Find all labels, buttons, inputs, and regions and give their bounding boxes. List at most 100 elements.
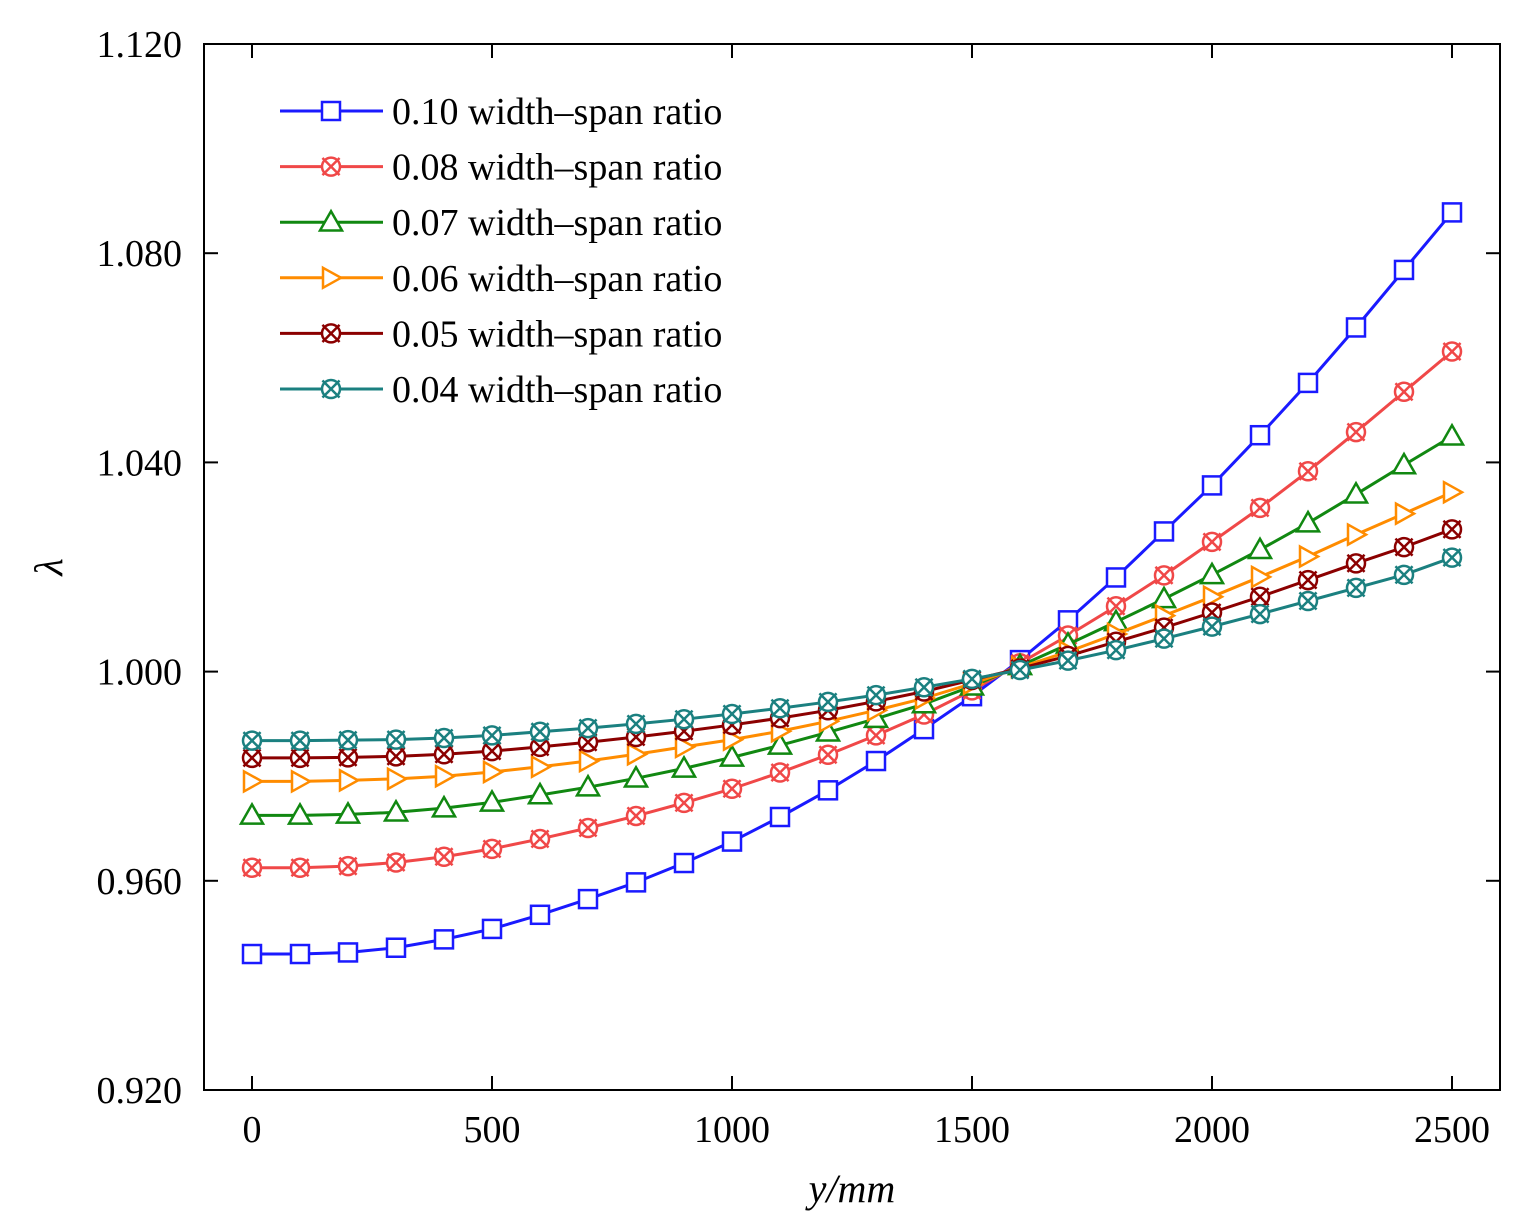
data-point [1393,564,1415,586]
data-point [1297,372,1319,394]
data-point [1150,585,1178,609]
data-point [1441,547,1463,568]
data-point-cross-b [818,692,838,712]
data-point [1202,584,1225,609]
data-point-shape [1294,509,1322,533]
data-point-cross-b [914,677,934,697]
data-point [1153,521,1175,542]
data-point [529,904,551,926]
data-point-shape [242,769,265,794]
data-point-shape [625,872,647,893]
data-point-shape [430,794,458,818]
data-point [1153,565,1175,586]
data-point-shape [334,800,362,824]
data-point [530,754,553,779]
data-point-cross-b [434,728,454,748]
y-tick-label: 1.120 [97,24,183,66]
data-point [674,734,697,760]
data-point-shape [338,768,361,793]
data-point-shape [286,801,314,825]
legend-item-2: 0.07 width–span ratio [280,202,722,244]
data-point-shape [674,734,697,760]
data-point-cross-b [386,730,406,750]
data-point [1438,422,1466,446]
legend-marker [320,100,342,122]
legend-marker [320,156,342,177]
data-point [241,730,263,751]
data-point [430,794,458,818]
data-point [577,888,599,910]
x-axis-title: y/mm [805,1166,896,1211]
data-point-cross-b [1442,342,1462,361]
data-point [478,788,506,812]
legend-item-0: 0.10 width–span ratio [280,91,722,133]
series-line [252,556,1453,743]
data-point [865,684,887,706]
data-point-cross-b [818,745,838,765]
data-point-shape [1249,424,1271,446]
data-point [625,872,647,893]
data-point [242,769,265,794]
data-point-cross-b [242,731,262,751]
data-point-shape [622,764,650,788]
data-point-shape [718,743,746,767]
data-point-cross-b [386,853,406,872]
data-point-cross-b [1250,498,1270,518]
data-point [1297,569,1319,591]
data-point-cross-b [482,741,502,761]
data-point [817,780,839,801]
legend-marker-shape [321,265,344,290]
data-point-shape [578,748,601,774]
data-point [386,766,409,791]
data-point [1294,509,1322,533]
data-point-shape [1150,585,1178,609]
legend-marker-cross-b [321,379,341,399]
data-point-shape [1198,561,1226,585]
data-point-shape [817,780,839,801]
data-point-cross-b [290,731,310,751]
data-point [1342,480,1370,504]
data-point [1442,480,1465,505]
data-point [1201,531,1223,553]
data-point-cross-b [770,698,790,718]
data-point-shape [577,888,599,910]
data-point-cross-b [1346,578,1366,598]
data-point-shape [382,798,410,822]
legend-label: 0.04 width–span ratio [392,369,722,411]
data-point [1009,659,1031,681]
data-point-cross-b [1154,565,1174,585]
data-point-shape [1297,372,1319,394]
legend-marker [320,378,342,400]
data-point [769,806,791,828]
data-point-shape [1390,451,1418,475]
legend-item-3: 0.06 width–span ratio [280,258,722,300]
data-point [289,943,311,965]
data-point-cross-b [1202,532,1222,552]
data-point-shape [290,769,313,794]
data-point [334,800,362,824]
series-2 [238,422,1466,825]
data-point [673,792,695,814]
data-point-shape [670,754,698,778]
data-point-shape [626,742,649,767]
data-point-shape [1246,536,1274,560]
data-point-shape [238,801,266,825]
data-point [290,769,313,794]
data-point-cross-b [626,714,646,734]
data-point [286,801,314,825]
data-point [1105,639,1127,661]
data-point-shape [1342,480,1370,504]
data-point [481,725,503,746]
data-point-cross-b [1298,461,1318,481]
data-point-shape [1442,480,1465,505]
data-point-cross-b [1202,617,1222,637]
data-point-cross-b [290,748,310,768]
legend: 0.10 width–span ratio 0.08 width–span rat… [280,91,722,411]
data-point [337,855,359,877]
data-point-cross-b [482,839,502,859]
data-point [241,857,263,878]
legend-marker [317,208,345,232]
data-point [670,754,698,778]
data-point [241,943,263,965]
